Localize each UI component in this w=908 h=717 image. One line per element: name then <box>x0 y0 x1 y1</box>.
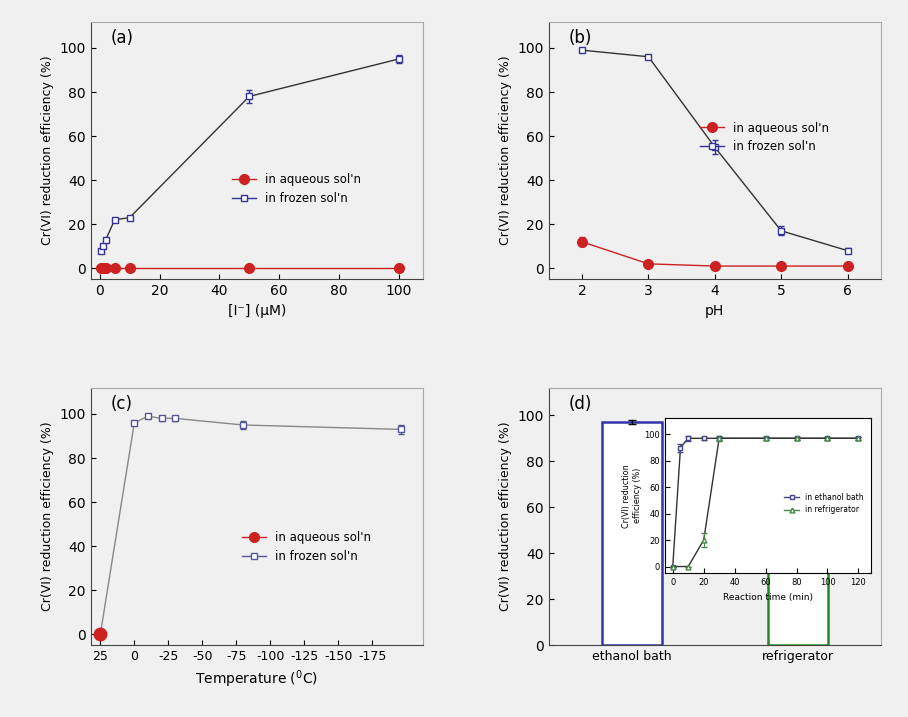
Bar <box>602 422 662 645</box>
Y-axis label: Cr(VI) reduction efficiency (%): Cr(VI) reduction efficiency (%) <box>499 422 512 611</box>
X-axis label: Temperature ($^{0}$C): Temperature ($^{0}$C) <box>195 669 318 690</box>
Legend: in aqueous sol'n, in frozen sol'n: in aqueous sol'n, in frozen sol'n <box>237 527 376 568</box>
Text: (c): (c) <box>111 395 133 413</box>
Y-axis label: Cr(VI) reduction efficiency (%): Cr(VI) reduction efficiency (%) <box>41 56 54 245</box>
X-axis label: pH: pH <box>706 304 725 318</box>
Y-axis label: Cr(VI) reduction efficiency (%): Cr(VI) reduction efficiency (%) <box>499 56 512 245</box>
Y-axis label: Cr(VI) reduction efficiency (%): Cr(VI) reduction efficiency (%) <box>41 422 54 611</box>
Text: (a): (a) <box>111 29 133 47</box>
Text: (d): (d) <box>568 395 592 413</box>
X-axis label: [I⁻] (μM): [I⁻] (μM) <box>228 304 286 318</box>
Legend: in aqueous sol'n, in frozen sol'n: in aqueous sol'n, in frozen sol'n <box>227 168 366 210</box>
Legend: in aqueous sol'n, in frozen sol'n: in aqueous sol'n, in frozen sol'n <box>696 117 834 158</box>
Text: (b): (b) <box>568 29 592 47</box>
Bar <box>768 422 828 645</box>
